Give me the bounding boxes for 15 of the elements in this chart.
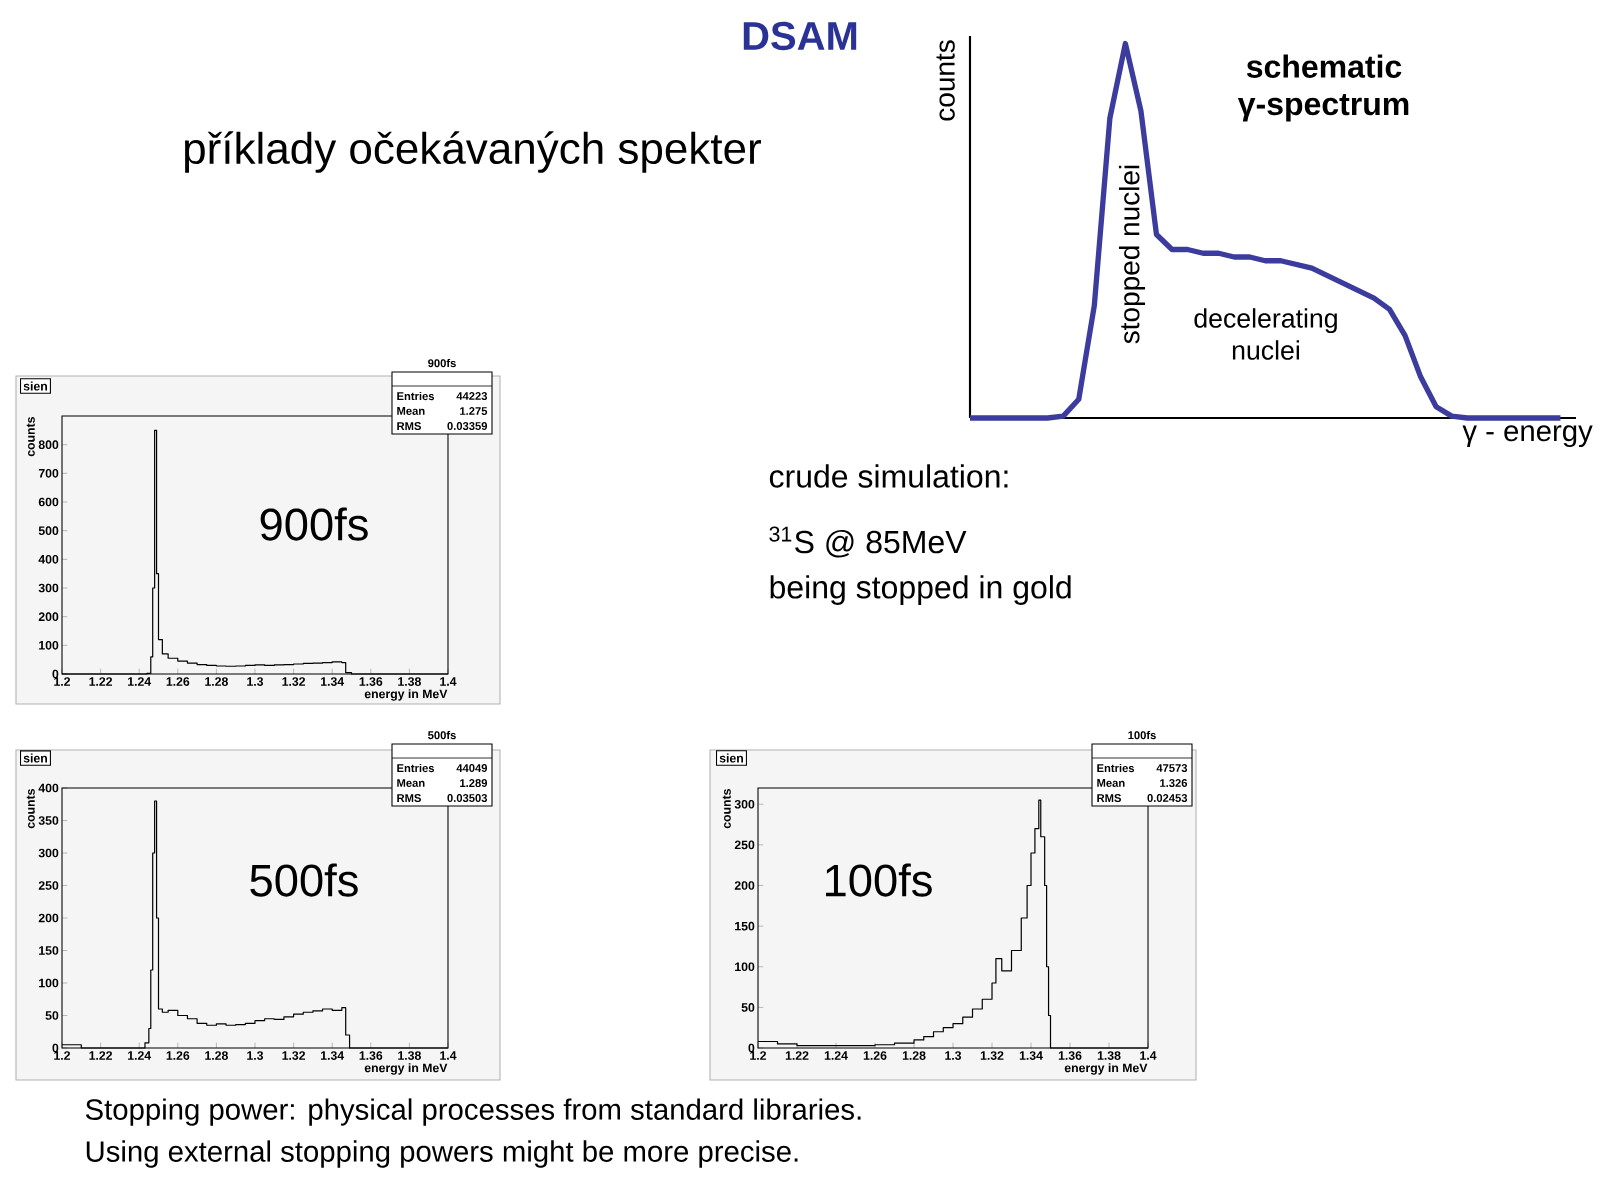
annotation: 100fs — [826, 863, 932, 897]
text: DSAM — [743, 21, 857, 51]
text: schematic γ-spectrum — [1237, 54, 1409, 122]
annotation: 500fs — [250, 863, 358, 897]
text: being stopped in gold — [770, 575, 1071, 605]
text: Stopping power: physical processes from standard libraries. — [85, 1098, 861, 1126]
annotation: stopped nuclei — [1118, 165, 1146, 344]
annotation: decelerating nuclei — [1194, 308, 1337, 360]
annotation: 900fs — [260, 507, 368, 541]
y-axis-title: counts — [936, 40, 955, 121]
x-axis-title: γ - energy — [1462, 425, 1593, 448]
text: $^{31}$S @ 85MeV — [769, 526, 967, 558]
text: crude simulation: — [769, 464, 1008, 488]
text: příklady očekávaných spekter — [185, 131, 761, 173]
text: Using external stopping powers might be more precise. — [86, 1140, 798, 1168]
